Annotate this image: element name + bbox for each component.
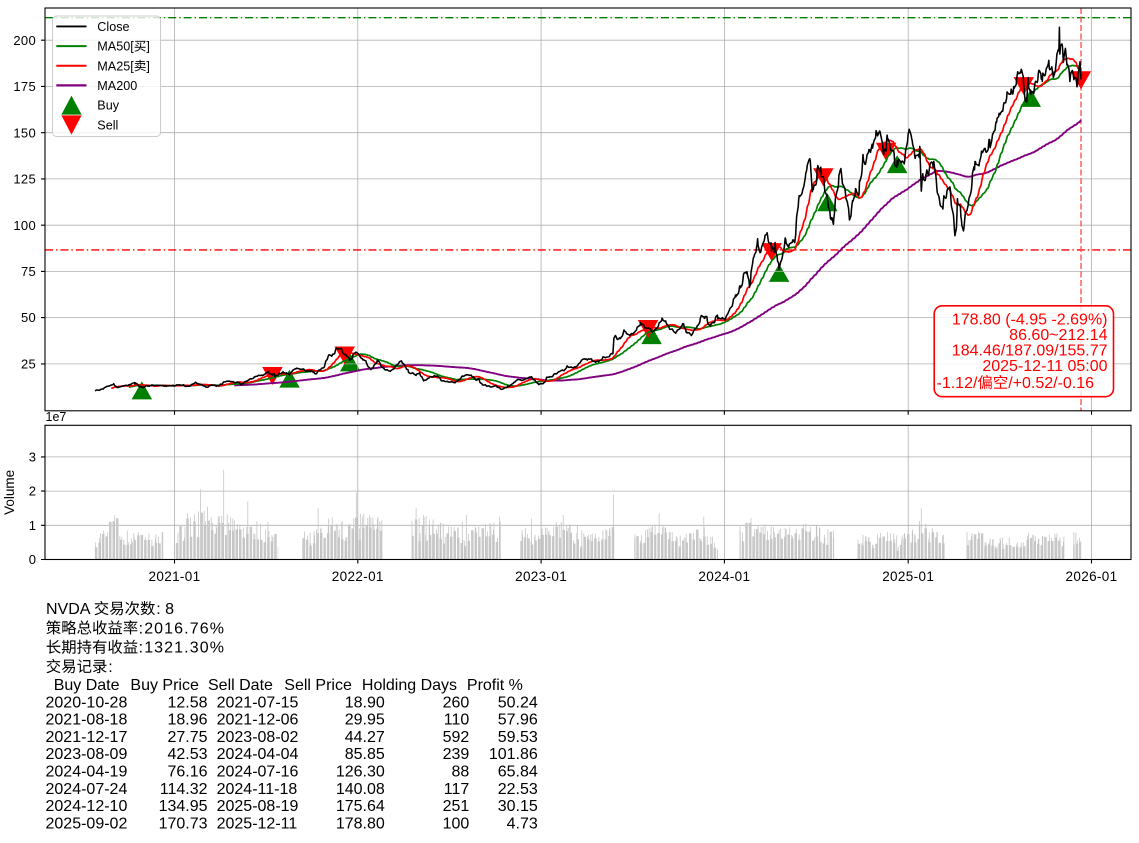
svg-text:2: 2 (29, 484, 36, 499)
svg-text:85.85: 85.85 (345, 746, 385, 763)
svg-text:-1.12/: -1.12/ (937, 375, 978, 392)
svg-text:2024-01: 2024-01 (698, 569, 750, 584)
svg-text:NVDA: NVDA (46, 601, 91, 618)
svg-text:175: 175 (13, 79, 36, 94)
svg-text:Buy: Buy (97, 99, 119, 113)
svg-text:57.96: 57.96 (498, 712, 538, 729)
svg-text:Sell Date: Sell Date (208, 677, 273, 694)
svg-text:2021-07-15: 2021-07-15 (217, 694, 299, 711)
svg-text:178.80: 178.80 (336, 815, 385, 832)
svg-text:117: 117 (444, 781, 470, 798)
svg-text:175.64: 175.64 (336, 798, 385, 815)
svg-text:110: 110 (444, 712, 470, 729)
svg-text:88: 88 (452, 764, 470, 781)
svg-text:2023-08-02: 2023-08-02 (217, 729, 299, 746)
svg-text:2021-08-18: 2021-08-18 (46, 712, 128, 729)
svg-text:Buy Price: Buy Price (130, 677, 199, 694)
svg-text:2023-01: 2023-01 (515, 569, 567, 584)
svg-text:1321.30%: 1321.30% (144, 640, 225, 657)
svg-text:178.80 (-4.95 -2.69%): 178.80 (-4.95 -2.69%) (952, 312, 1108, 329)
svg-text:125: 125 (13, 172, 36, 187)
svg-text:75: 75 (21, 264, 36, 279)
svg-text:2024-11-18: 2024-11-18 (217, 781, 298, 798)
svg-text:2020-10-28: 2020-10-28 (46, 694, 128, 711)
svg-text:2024-07-24: 2024-07-24 (46, 781, 128, 798)
svg-text:2026-01: 2026-01 (1066, 569, 1118, 584)
svg-text:260: 260 (443, 694, 470, 711)
svg-text:MA25[: MA25[ (97, 59, 134, 73)
svg-text:2025-01: 2025-01 (882, 569, 934, 584)
svg-text:18.90: 18.90 (345, 694, 385, 711)
svg-text:27.75: 27.75 (167, 729, 207, 746)
svg-text::: : (108, 659, 112, 676)
svg-text:0: 0 (29, 552, 36, 567)
svg-text:]: ] (146, 59, 150, 73)
svg-text::: : (139, 620, 143, 637)
svg-text:65.84: 65.84 (498, 764, 538, 781)
svg-text:MA50[: MA50[ (97, 40, 134, 54)
svg-text:86.60~212.14: 86.60~212.14 (1009, 327, 1107, 344)
svg-text:Profit %: Profit % (467, 677, 523, 694)
svg-text:76.16: 76.16 (167, 764, 207, 781)
svg-text:18.96: 18.96 (167, 712, 207, 729)
svg-text:Volume: Volume (2, 470, 17, 515)
svg-text:42.53: 42.53 (167, 746, 207, 763)
svg-text:Sell Price: Sell Price (284, 677, 352, 694)
svg-text:2025-09-02: 2025-09-02 (46, 815, 128, 832)
svg-text::: : (139, 640, 143, 657)
svg-text:Sell: Sell (97, 118, 118, 132)
svg-text:184.46/187.09/155.77: 184.46/187.09/155.77 (952, 342, 1108, 359)
svg-text:1e7: 1e7 (46, 410, 67, 424)
svg-text:Holding Days: Holding Days (362, 677, 457, 694)
svg-text:140.08: 140.08 (336, 781, 385, 798)
svg-text:2016.76%: 2016.76% (144, 620, 225, 637)
svg-text:Buy Date: Buy Date (54, 677, 120, 694)
svg-text:2023-08-09: 2023-08-09 (46, 746, 128, 763)
svg-text:251: 251 (443, 798, 470, 815)
svg-text:Close: Close (97, 20, 129, 34)
svg-text:4.73: 4.73 (507, 815, 538, 832)
svg-text:200: 200 (13, 33, 36, 48)
svg-text:50.24: 50.24 (498, 694, 538, 711)
svg-text:2025-12-11: 2025-12-11 (217, 815, 298, 832)
svg-text:59.53: 59.53 (498, 729, 538, 746)
svg-text:101.86: 101.86 (489, 746, 538, 763)
svg-text:2022-01: 2022-01 (332, 569, 384, 584)
svg-text:44.27: 44.27 (345, 729, 385, 746)
svg-text:2024-07-16: 2024-07-16 (217, 764, 299, 781)
svg-text:126.30: 126.30 (336, 764, 385, 781)
svg-text:2024-04-04: 2024-04-04 (217, 746, 299, 763)
svg-text:114.32: 114.32 (160, 781, 208, 798)
svg-text:2021-12-17: 2021-12-17 (46, 729, 128, 746)
svg-text:2021-01: 2021-01 (149, 569, 201, 584)
svg-text:2021-12-06: 2021-12-06 (217, 712, 299, 729)
svg-text:: 8: : 8 (156, 601, 174, 618)
svg-text:29.95: 29.95 (345, 712, 385, 729)
svg-text:2025-12-11 05:00: 2025-12-11 05:00 (982, 358, 1107, 375)
svg-text:/+0.52/-0.16: /+0.52/-0.16 (1008, 375, 1094, 392)
svg-text:1: 1 (29, 518, 36, 533)
svg-text:100: 100 (13, 218, 36, 233)
svg-text:150: 150 (13, 125, 36, 140)
svg-text:592: 592 (443, 729, 470, 746)
svg-text:MA200: MA200 (97, 79, 137, 93)
svg-text:3: 3 (29, 450, 36, 465)
svg-text:2024-04-19: 2024-04-19 (46, 764, 128, 781)
svg-text:2024-12-10: 2024-12-10 (46, 798, 128, 815)
svg-text:50: 50 (21, 310, 36, 325)
svg-text:239: 239 (443, 746, 470, 763)
svg-text:2025-08-19: 2025-08-19 (217, 798, 299, 815)
svg-text:30.15: 30.15 (498, 798, 538, 815)
svg-text:100: 100 (443, 815, 470, 832)
svg-text:]: ] (146, 40, 150, 54)
svg-text:22.53: 22.53 (498, 781, 538, 798)
svg-text:134.95: 134.95 (159, 798, 208, 815)
svg-text:25: 25 (21, 357, 36, 372)
svg-text:12.58: 12.58 (167, 694, 207, 711)
svg-text:170.73: 170.73 (159, 815, 208, 832)
